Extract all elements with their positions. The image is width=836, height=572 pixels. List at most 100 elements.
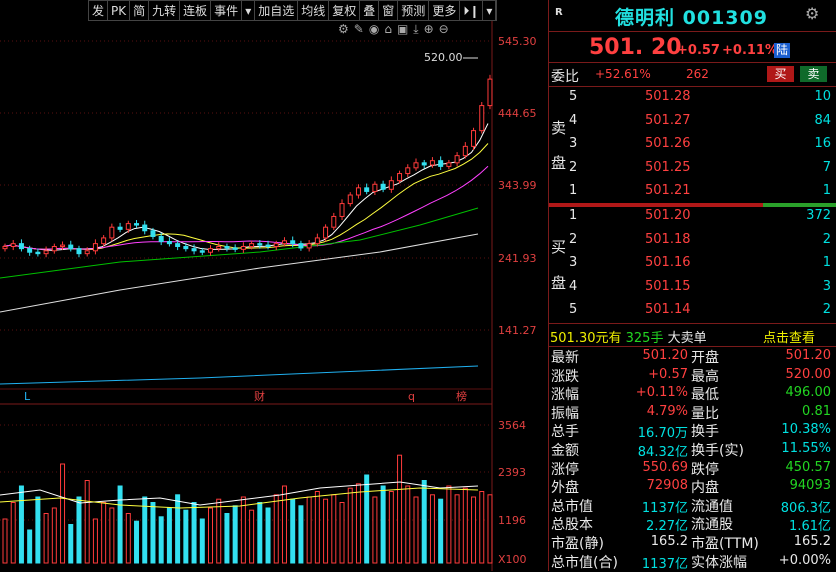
- bid-row[interactable]: 1 501.20 372: [549, 208, 836, 226]
- volume-bars: [0, 454, 493, 564]
- bid-row[interactable]: 4 501.15 3: [549, 279, 836, 297]
- volume-bar: [355, 483, 361, 564]
- volume-bar: [35, 496, 41, 564]
- volume-bar: [142, 496, 148, 564]
- volume-bar: [175, 494, 181, 564]
- zoom-in-icon[interactable]: ⊕: [423, 22, 439, 36]
- price-tick-label: 141.27: [498, 324, 537, 337]
- stat-label: 总股本: [551, 517, 593, 534]
- volume-bar: [405, 485, 411, 564]
- buy-button[interactable]: 买: [767, 66, 794, 82]
- candle-body: [35, 251, 41, 255]
- order-price: 501.20: [645, 208, 691, 223]
- stat-label: 开盘: [691, 350, 719, 366]
- bid-row[interactable]: 3 501.16 1: [549, 255, 836, 273]
- stat-value: 520.00: [785, 366, 832, 382]
- bid-row[interactable]: 2 501.18 2: [549, 232, 836, 250]
- sell-button[interactable]: 卖: [800, 66, 827, 82]
- volume-bar: [125, 513, 131, 564]
- toolbar-item[interactable]: 复权: [329, 1, 361, 21]
- volume-bar: [438, 498, 444, 564]
- lock-icon[interactable]: ⌂: [384, 22, 397, 36]
- stat-label: 市盈(TTM): [691, 536, 759, 552]
- stat-row: 总手 16.70万 换手 10.38%: [549, 421, 836, 442]
- volume-bar: [199, 518, 205, 564]
- volume-bar: [421, 480, 427, 564]
- big-order-view-link[interactable]: 点击查看: [763, 331, 816, 346]
- big-order-alert[interactable]: 501.30元有 325手 大卖单: [550, 327, 707, 346]
- candle-body: [60, 244, 66, 248]
- big-order-label: 大卖单: [667, 331, 707, 346]
- candle-body: [51, 246, 57, 252]
- kline-chart[interactable]: 545.30 444.65 343.99 241.93 141.27 3564 2393 11…: [0, 0, 548, 571]
- toolbar-item[interactable]: ⏵❙: [460, 1, 484, 21]
- candle-body: [232, 247, 238, 250]
- toolbar-item[interactable]: ▾: [242, 1, 256, 21]
- candle-body: [249, 243, 255, 248]
- stock-code: 001309: [682, 7, 768, 29]
- stat-value: 16.70万: [637, 426, 688, 442]
- volume-bar: [290, 498, 296, 564]
- candle-body: [306, 243, 312, 249]
- toolbar-item[interactable]: 发: [89, 1, 109, 21]
- stat-value: 72908: [646, 478, 688, 494]
- candle-body: [117, 226, 123, 230]
- volume-bar: [413, 496, 419, 564]
- eye-icon[interactable]: ◉: [368, 22, 385, 36]
- toolbar-item[interactable]: 叠: [360, 1, 380, 21]
- settings-icon[interactable]: ⚙: [338, 22, 354, 36]
- ask-row[interactable]: 1 501.21 1: [549, 183, 836, 201]
- bid-row[interactable]: 5 501.14 2: [549, 302, 836, 320]
- candle-body: [10, 243, 16, 248]
- stat-label: 振幅: [551, 405, 579, 422]
- kline-chart-area[interactable]: 545.30 444.65 343.99 241.93 141.27 3564 2393 11…: [0, 0, 548, 571]
- stat-row: 金额 84.32亿 换手(实) 11.55%: [549, 440, 836, 460]
- toolbar-item[interactable]: 更多: [429, 1, 461, 21]
- volume-bar: [134, 520, 140, 564]
- toolbar-item[interactable]: ▾: [483, 1, 497, 21]
- pen-icon[interactable]: ✎: [353, 22, 369, 36]
- toolbar-item[interactable]: 简: [130, 1, 150, 21]
- stat-label: 涨停: [551, 461, 579, 478]
- order-volume: 2: [822, 302, 831, 318]
- ask-row[interactable]: 5 501.28 10: [549, 89, 836, 107]
- stat-label: 金额: [551, 443, 579, 459]
- zoom-out-icon[interactable]: ⊖: [438, 22, 454, 36]
- peak-price-label: 520.00: [424, 51, 463, 64]
- price-tick-label: 241.93: [498, 252, 537, 265]
- order-volume: 1: [822, 183, 831, 199]
- stat-label: 涨幅: [551, 387, 579, 404]
- toolbar-item[interactable]: 事件: [211, 1, 243, 21]
- volume-bar: [331, 494, 337, 564]
- volume-bar: [101, 502, 107, 564]
- order-volume: 84: [814, 112, 831, 128]
- toolbar-item[interactable]: 连板: [180, 1, 212, 21]
- stat-value: 1137亿: [641, 500, 688, 516]
- ask-row[interactable]: 3 501.26 16: [549, 136, 836, 154]
- camera-icon[interactable]: ▣: [396, 22, 414, 36]
- order-volume: 3: [822, 278, 831, 294]
- candle-body: [158, 235, 164, 242]
- toolbar-item[interactable]: 窗: [379, 1, 399, 21]
- level-number: 3: [569, 255, 578, 271]
- chart-icon-toolbar: ⚙✎◉⌂▣⤓⊕⊖: [338, 22, 454, 37]
- ask-row[interactable]: 4 501.27 84: [549, 113, 836, 131]
- stat-value: 496.00: [785, 385, 832, 401]
- price-change: +0.57: [677, 43, 720, 58]
- chart-marker-l: L: [24, 390, 31, 403]
- order-price: 501.21: [645, 183, 691, 199]
- toolbar-item[interactable]: 加自选: [255, 1, 299, 21]
- options-gear-icon[interactable]: ⚙: [805, 4, 820, 23]
- big-order-price: 501.30元有: [550, 331, 622, 346]
- toolbar-item[interactable]: 均线: [298, 1, 330, 21]
- level-number: 1: [569, 183, 578, 199]
- exchange-badge[interactable]: 陆: [774, 43, 791, 58]
- toolbar-item[interactable]: PK: [108, 1, 131, 21]
- volume-tick-label: 2393: [498, 466, 526, 479]
- ask-row[interactable]: 2 501.25 7: [549, 160, 836, 178]
- candle-body: [462, 145, 468, 157]
- order-price: 501.16: [645, 255, 691, 271]
- toolbar-item[interactable]: 预测: [398, 1, 430, 21]
- toolbar-item[interactable]: 九转: [149, 1, 181, 21]
- download-icon[interactable]: ⤓: [413, 22, 424, 36]
